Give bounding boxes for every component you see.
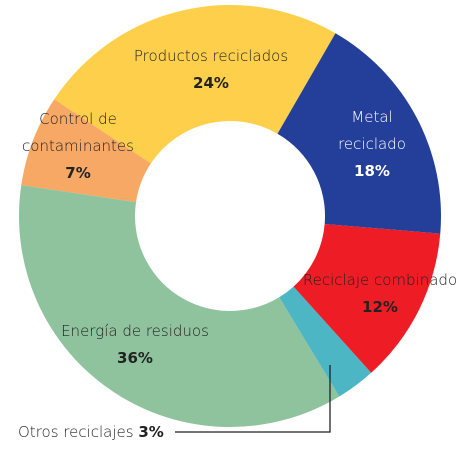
value-label: 3% bbox=[138, 423, 164, 441]
value-label: 24% bbox=[193, 74, 229, 92]
slice-label: Productos reciclados 24% bbox=[111, 43, 311, 97]
category-name: Reciclaje combinado bbox=[302, 271, 458, 289]
slice-label: Metal reciclado 18% bbox=[327, 104, 417, 185]
donut-slice bbox=[18, 185, 340, 428]
value-label: 7% bbox=[65, 164, 91, 182]
category-name: Productos reciclados bbox=[133, 47, 289, 65]
leader-line bbox=[175, 365, 331, 433]
slice-label: Reciclaje combinado 12% bbox=[280, 267, 465, 321]
slice-label: Otros reciclajes 3% bbox=[18, 419, 164, 446]
category-name: Control de contaminantes bbox=[22, 110, 134, 155]
donut-slice bbox=[279, 286, 372, 397]
value-label: 36% bbox=[117, 349, 153, 367]
category-name: Otros reciclajes bbox=[18, 423, 134, 441]
donut-slice bbox=[54, 4, 336, 164]
donut-slice bbox=[293, 223, 441, 373]
donut-slice bbox=[21, 99, 151, 203]
slice-label: Control de contaminantes 7% bbox=[19, 106, 137, 187]
value-label: 12% bbox=[362, 298, 398, 316]
slice-label: Energía de residuos 36% bbox=[35, 318, 235, 372]
category-name: Metal reciclado bbox=[338, 108, 406, 153]
value-label: 18% bbox=[354, 162, 390, 180]
donut-slice bbox=[277, 33, 441, 234]
category-name: Energía de residuos bbox=[61, 322, 209, 340]
